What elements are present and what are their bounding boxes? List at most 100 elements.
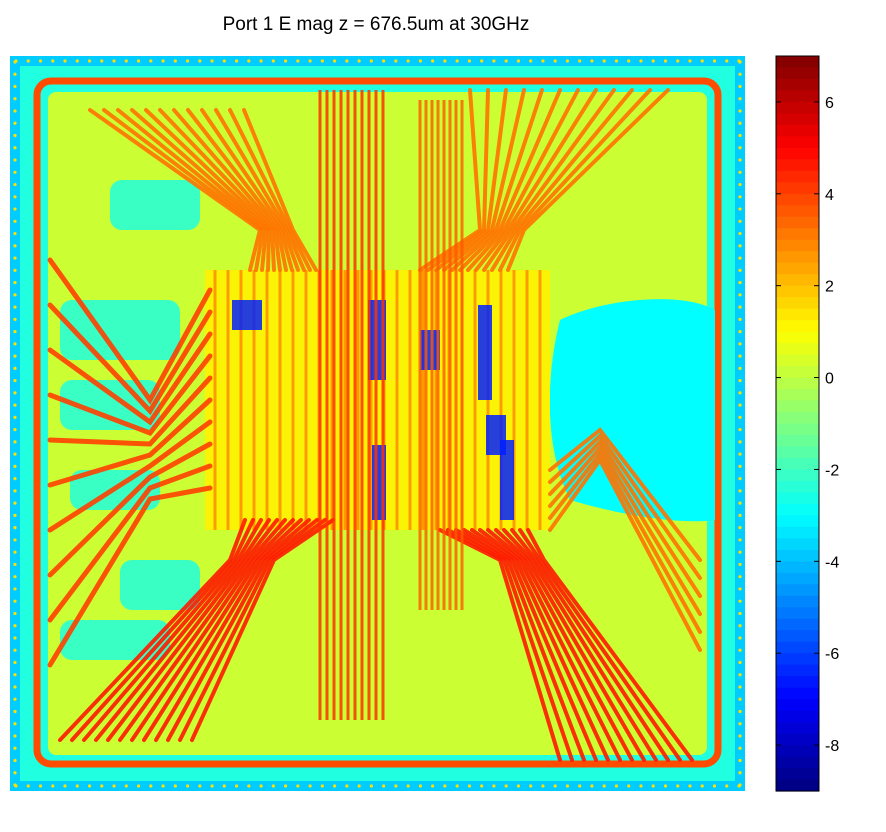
heatmap-via-top-20 [259,59,263,63]
heatmap-tr-trace-2 [434,88,508,272]
heatmap-via-top-16 [210,59,214,63]
colorbar-band-16 [776,239,819,252]
heatmap-via-bottom-1 [26,784,30,788]
colorbar-tick-label-1: 4 [825,187,834,204]
heatmap-left-trace-7 [47,441,213,578]
colorbar-band-53 [776,664,819,677]
heatmap-via-bottom-11 [149,784,153,788]
colorbar-band-4 [776,101,819,115]
colorbar-band-41 [776,526,819,539]
colorbar-band-1 [776,67,819,80]
heatmap-via-top-30 [382,59,386,63]
heatmap-left-trace-4 [47,375,213,447]
colorbar-band-39 [776,503,819,516]
heatmap-via-left-22 [13,329,17,334]
heatmap-via-right-20 [738,305,742,309]
heatmap-bl-trace-10 [178,518,327,742]
heatmap-tr-trace-0 [418,88,483,272]
heatmap-via-bottom-24 [308,784,312,788]
heatmap-via-right-8 [738,158,742,162]
heatmap-br-trace-2 [454,528,586,762]
colorbar-band-51 [776,641,819,654]
heatmap-via-left-44 [13,599,17,603]
colorbar-band-13 [776,205,819,218]
colorbar-band-5 [776,113,819,126]
colorbar-frame [775,55,820,792]
heatmap-via-bottom-32 [406,784,410,788]
heatmap-via-right-28 [738,403,742,407]
heatmap-via-bottom-21 [271,784,275,788]
colorbar-band-58 [776,722,819,735]
heatmap-tr-trace-4 [450,88,544,272]
heatmap-via-bottom-57 [712,784,717,788]
heatmap-via-top-58 [725,59,729,63]
heatmap-via-bottom-38 [480,784,484,788]
heatmap-via-bottom-4 [63,784,67,788]
heatmap-via-left-42 [13,575,17,579]
heatmap-via-left-51 [13,685,17,689]
heatmap-via-top-33 [418,59,422,63]
heatmap-via-top-11 [149,59,153,63]
heatmap-via-right-47 [738,636,742,640]
colorbar-band-9 [776,159,819,172]
heatmap-via-left-25 [13,366,17,370]
heatmap-via-top-39 [492,59,496,63]
heatmap-br-trace-3 [462,528,598,762]
heatmap-tl-trace-11 [242,108,318,272]
colorbar-band-21 [776,297,819,310]
heatmap-via-right-43 [738,587,742,591]
heatmap-via-left-57 [13,758,17,763]
heatmap-via-bottom-17 [222,784,226,788]
heatmap-via-top-53 [663,59,668,63]
heatmap-via-left-4 [13,109,17,113]
heatmap-via-left-59 [13,783,17,787]
heatmap-br-trace-7 [494,528,646,762]
heatmap-via-bottom-49 [614,784,619,788]
heatmap-via-left-15 [13,244,17,248]
heatmap-via-bottom-48 [602,784,606,788]
heatmap-via-top-56 [700,59,704,63]
heatmap-tl-trace-8 [200,108,300,272]
heatmap-via-left-28 [13,403,17,407]
colorbar-tick-label-0: 6 [825,95,834,112]
colorbar-ticks: 6 4 2 0 -2 -4 -6 -8 [776,95,839,755]
heatmap-bl-trace-9 [166,518,319,742]
heatmap-via-bottom-50 [627,784,631,788]
heatmap-via-top-27 [345,59,349,63]
colorbar-band-3 [776,90,819,103]
heatmap-right-trace-4 [548,450,702,634]
heatmap-via-left-58 [13,771,17,775]
heatmap-via-left-43 [13,587,17,591]
colorbar-band-50 [776,630,819,643]
colorbar-band-52 [776,653,819,666]
heatmap-via-top-2 [38,59,43,63]
colorbar-band-62 [776,768,819,781]
heatmap-via-bottom-46 [578,784,582,788]
colorbar-band-11 [776,182,819,195]
heatmap-tr-trace-1 [426,88,490,272]
heatmap-tr-trace-6 [466,88,580,272]
heatmap-via-top-49 [614,59,619,63]
heatmap-tr-trace-5 [458,88,562,272]
heatmap-via-right-32 [738,452,742,456]
colorbar-tick-label-3: 0 [825,371,834,388]
heatmap-via-top-48 [602,59,606,63]
heatmap-via-right-14 [738,231,742,236]
heatmap-via-right-45 [738,611,742,616]
heatmap-via-top-1 [26,59,30,63]
heatmap-right-trace-0 [548,427,702,562]
heatmap-via-top-32 [406,59,410,63]
heatmap-via-left-48 [13,648,17,652]
heatmap-tl-trace-3 [130,108,272,272]
heatmap-via-bottom-12 [161,784,165,788]
colorbar-band-47 [776,595,819,608]
colorbar-tick-label-6: -6 [825,646,839,663]
colorbar-tick-label-2: 2 [825,279,834,296]
colorbar-tick-label-7: -8 [825,738,839,755]
colorbar-band-17 [776,251,819,264]
colorbar-band-60 [776,745,819,758]
heatmap-via-left-49 [13,660,17,665]
heatmap-via-top-18 [234,59,239,63]
heatmap-layer [10,56,745,791]
